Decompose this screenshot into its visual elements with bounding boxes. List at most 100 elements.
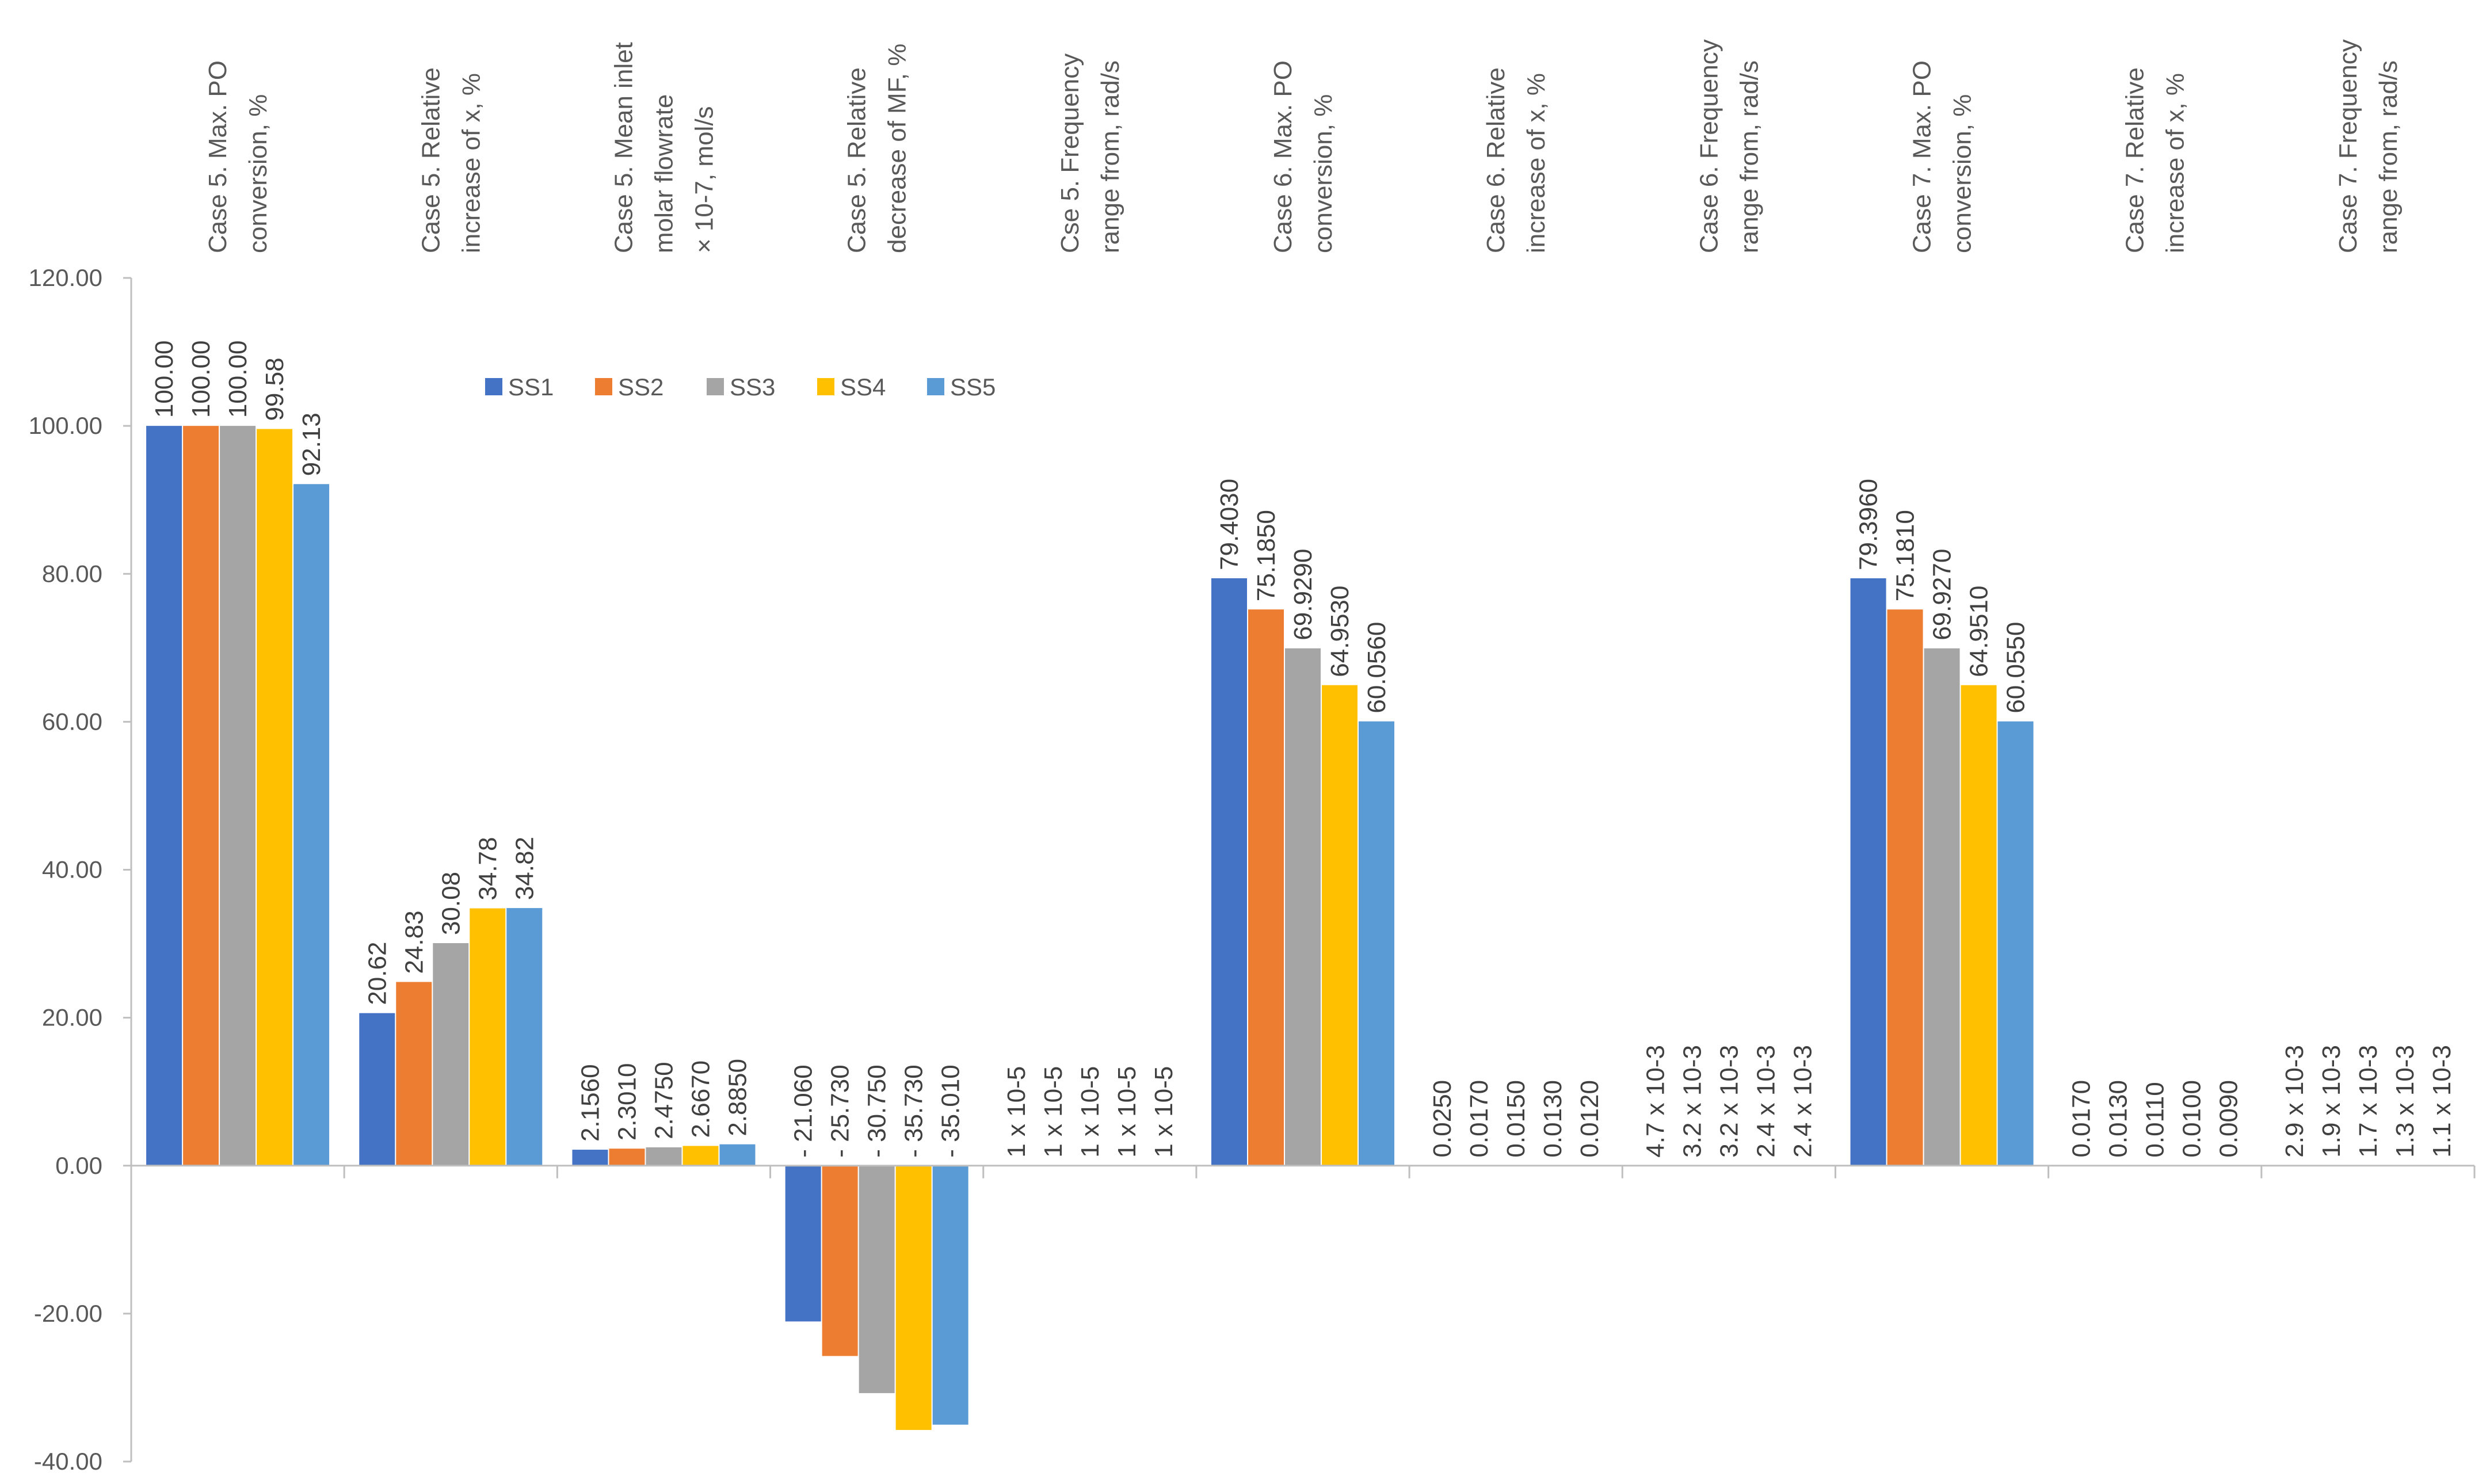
legend-item-ss3: SS3 <box>707 373 775 400</box>
bar-ss4 <box>257 429 293 1166</box>
category-label: Case 6. Relative <box>1482 67 1510 253</box>
data-label: 1.1 x 10-3 <box>2428 1045 2456 1158</box>
data-label: - 30.750 <box>863 1065 891 1157</box>
legend-swatch <box>817 378 834 395</box>
category-label: Case 6. Max. PO <box>1269 60 1297 253</box>
data-label: 0.0130 <box>2104 1080 2133 1158</box>
data-label: 75.1810 <box>1892 510 1920 601</box>
bar-ss1 <box>572 1150 608 1166</box>
data-label: 0.0250 <box>1428 1080 1456 1158</box>
y-tick-label: 100.00 <box>29 412 102 439</box>
data-label: - 25.730 <box>826 1065 855 1157</box>
category-label: molar flowrate <box>650 94 678 253</box>
bar-ss4 <box>895 1165 932 1430</box>
category-label: Case 5. Max. PO <box>204 60 232 253</box>
data-label: 60.0550 <box>2002 622 2030 714</box>
data-label: 2.8850 <box>723 1059 752 1136</box>
data-label: 79.3960 <box>1855 479 1883 570</box>
legend-label: SS2 <box>618 373 664 400</box>
data-label: 1.9 x 10-3 <box>2317 1045 2346 1158</box>
bar-ss1 <box>785 1165 821 1322</box>
bar-ss5 <box>506 908 543 1166</box>
data-label: 2.6670 <box>687 1060 715 1138</box>
y-tick-label: -20.00 <box>34 1300 102 1327</box>
data-label: 0.0150 <box>1502 1080 1530 1158</box>
category-label: conversion, % <box>1948 94 1977 253</box>
legend-item-ss5: SS5 <box>927 373 996 400</box>
category-label: Case 6. Frequency <box>1695 39 1723 253</box>
data-label: 2.9 x 10-3 <box>2281 1045 2309 1158</box>
data-label: 30.08 <box>437 872 465 935</box>
data-label: 24.83 <box>400 910 428 974</box>
y-tick-label: 80.00 <box>42 560 102 587</box>
data-label: 2.4 x 10-3 <box>1752 1045 1780 1158</box>
data-label: 3.2 x 10-3 <box>1678 1045 1706 1158</box>
data-label: 64.9510 <box>1965 586 1993 677</box>
category-label: conversion, % <box>244 94 272 253</box>
data-label: 100.00 <box>150 341 178 418</box>
category-label: range from, rad/s <box>2374 60 2403 253</box>
bar-ss2 <box>1887 609 1923 1166</box>
bar-ss1 <box>359 1013 395 1166</box>
y-tick-label: 20.00 <box>42 1004 102 1031</box>
data-label: 0.0090 <box>2215 1080 2243 1158</box>
data-label: 0.0100 <box>2178 1080 2206 1158</box>
bar-ss3 <box>859 1165 895 1394</box>
data-label: 69.9290 <box>1289 549 1317 640</box>
data-label: 3.2 x 10-3 <box>1715 1045 1743 1158</box>
bar-ss4 <box>1961 685 1997 1166</box>
legend-label: SS4 <box>840 373 886 400</box>
data-label: 0.0110 <box>2141 1082 2169 1157</box>
data-label: 100.00 <box>224 341 252 418</box>
bar-ss4 <box>682 1146 719 1166</box>
data-label: 100.00 <box>187 341 215 418</box>
category-label: range from, rad/s <box>1096 60 1124 253</box>
category-labels: Case 5. Max. PO conversion, % Case 5. Rela… <box>204 39 2403 253</box>
data-label: 4.7 x 10-3 <box>1641 1045 1669 1158</box>
legend-item-ss1: SS1 <box>485 373 554 400</box>
bar-ss3 <box>433 943 469 1166</box>
bar-ss3 <box>220 426 256 1166</box>
data-label: 0.0120 <box>1576 1080 1604 1158</box>
data-label: 79.4030 <box>1215 479 1244 570</box>
bar-ss1 <box>146 426 182 1166</box>
category-label: Case 7. Relative <box>2121 67 2149 253</box>
data-label: 75.1850 <box>1252 510 1280 601</box>
category-label: increase of x, % <box>1522 73 1550 253</box>
bar-ss3 <box>646 1147 682 1166</box>
data-label: 1.7 x 10-3 <box>2354 1045 2382 1158</box>
data-label: 0.0130 <box>1539 1080 1567 1158</box>
bar-ss5 <box>1359 721 1394 1166</box>
bar-ss5 <box>293 484 330 1166</box>
legend-swatch <box>485 378 502 395</box>
data-label: 2.1560 <box>576 1064 604 1142</box>
data-label: 20.62 <box>363 942 391 1005</box>
data-label: 34.78 <box>474 837 502 901</box>
data-label: 69.9270 <box>1928 549 1957 640</box>
bar-ss2 <box>609 1149 645 1166</box>
bar-ss5 <box>1997 721 2034 1166</box>
bar-ss4 <box>1322 685 1358 1166</box>
data-label: 60.0560 <box>1363 622 1391 714</box>
y-tick-label: 60.00 <box>42 708 102 735</box>
legend-item-ss2: SS2 <box>595 373 664 400</box>
data-label: 1 x 10-5 <box>1113 1066 1141 1158</box>
y-tick-label: 0.00 <box>55 1152 102 1179</box>
data-label: 64.9530 <box>1326 586 1354 677</box>
data-label: 92.13 <box>298 413 326 476</box>
category-label: conversion, % <box>1309 94 1337 253</box>
category-label: range from, rad/s <box>1735 60 1763 253</box>
category-label: increase of x, % <box>457 73 485 253</box>
data-labels: 100.00 20.62 2.1560 - 21.060 1 x 10-5 79.4030… <box>150 341 2456 1158</box>
legend: SS1 SS2 SS3 SS4 SS5 <box>485 373 996 400</box>
bar-ss3 <box>1285 648 1321 1166</box>
category-label: × 10-7, mol/s <box>690 106 718 253</box>
data-label: 0.0170 <box>1465 1080 1493 1158</box>
axes: -40.00 -20.00 0.00 20.00 40.00 60.00 80.00 100.… <box>29 264 2476 1475</box>
bar-ss5 <box>932 1165 968 1425</box>
data-label: - 35.010 <box>937 1065 965 1157</box>
data-label: 1 x 10-5 <box>1150 1066 1178 1158</box>
category-label: Case 7. Max. PO <box>1908 60 1936 253</box>
legend-item-ss4: SS4 <box>817 373 886 400</box>
legend-label: SS1 <box>508 373 554 400</box>
